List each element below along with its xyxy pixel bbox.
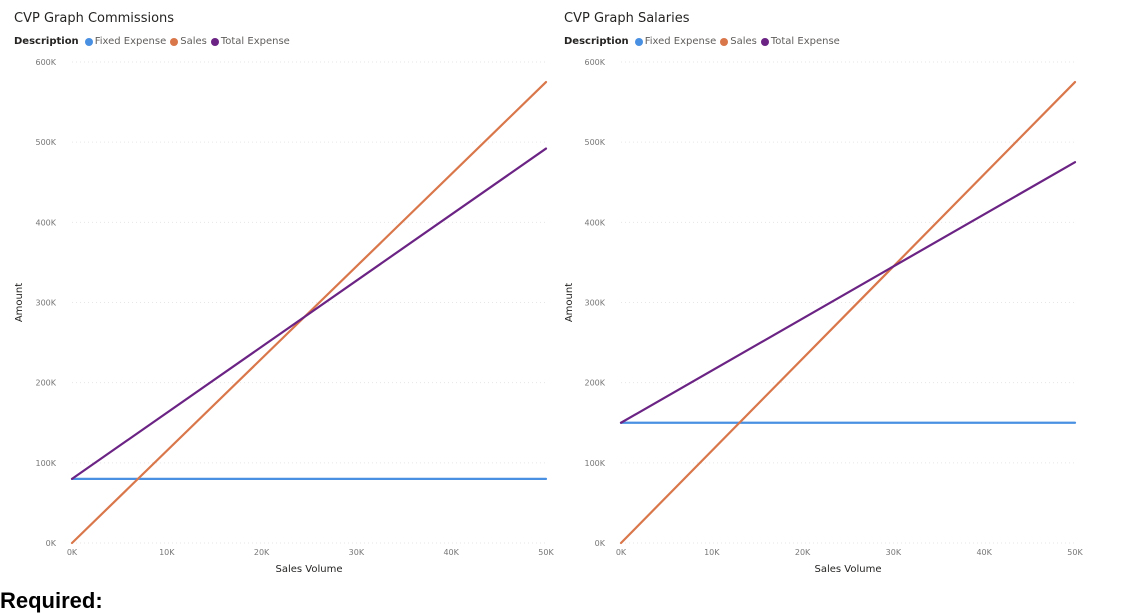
legend-item-fixed-expense: Fixed Expense — [84, 36, 167, 47]
legend-label: Total Expense — [770, 36, 840, 47]
legend-dot-icon — [210, 37, 219, 46]
chart-legend: Description Fixed Expense Sales Total Ex… — [564, 36, 844, 47]
legend-dot-icon — [760, 37, 769, 46]
x-tick-label: 40K — [976, 548, 992, 557]
plot-area: 0K 100K 200K 300K 400K 500K 600K 0K 10K 20K 30K 40K… — [14, 58, 554, 575]
chart-title: CVP Graph Salaries — [564, 11, 690, 26]
y-tick-label: 600K — [35, 58, 56, 67]
legend-dot-icon — [634, 37, 643, 46]
series-line-sales — [619, 80, 1077, 545]
legend-dot-icon — [720, 37, 729, 46]
legend-label: Total Expense — [220, 36, 290, 47]
x-tick-label: 30K — [349, 548, 365, 557]
legend-label: Sales — [180, 36, 207, 47]
y-tick-label: 100K — [584, 459, 605, 468]
required-heading: Required: — [0, 588, 103, 613]
x-tick-label: 0K — [67, 548, 78, 557]
y-tick-label: 200K — [35, 379, 56, 388]
x-tick-label: 20K — [795, 548, 811, 557]
legend-item-fixed-expense: Fixed Expense — [634, 36, 717, 47]
legend-label: Sales — [730, 36, 757, 47]
y-tick-label: 300K — [35, 299, 56, 308]
y-tick-label: 400K — [35, 218, 56, 227]
y-tick-label: 300K — [584, 299, 605, 308]
x-tick-label: 30K — [886, 548, 902, 557]
x-tick-label: 40K — [443, 548, 459, 557]
plot-area: 0K 100K 200K 300K 400K 500K 600K 0K 10K 20K 30K 40K… — [564, 58, 1083, 575]
x-tick-label: 10K — [704, 548, 720, 557]
x-axis-title: Sales Volume — [276, 564, 343, 575]
series-line-total-expense — [70, 147, 548, 480]
legend-title: Description — [14, 36, 79, 47]
y-tick-label: 400K — [584, 218, 605, 227]
x-tick-label: 0K — [616, 548, 627, 557]
legend-item-sales: Sales — [720, 36, 757, 47]
y-tick-label: 100K — [35, 459, 56, 468]
legend-label: Fixed Expense — [644, 36, 717, 47]
legend-item-total-expense: Total Expense — [760, 36, 840, 47]
x-tick-label: 20K — [254, 548, 270, 557]
x-tick-label: 50K — [1067, 548, 1083, 557]
legend-item-sales: Sales — [170, 36, 207, 47]
legend-title: Description — [564, 36, 629, 47]
y-tick-label: 0K — [46, 539, 57, 548]
chart-title: CVP Graph Commissions — [14, 11, 175, 26]
series-line-total-expense — [619, 161, 1077, 424]
y-tick-label: 500K — [584, 138, 605, 147]
y-tick-label: 0K — [595, 539, 606, 548]
y-axis-title: Amount — [564, 283, 575, 322]
x-tick-label: 50K — [538, 548, 554, 557]
cvp-chart-salaries: CVP Graph Salaries Description Fixed Exp… — [550, 0, 1139, 580]
legend-item-total-expense: Total Expense — [210, 36, 290, 47]
y-tick-label: 200K — [584, 379, 605, 388]
legend-label: Fixed Expense — [94, 36, 167, 47]
legend-dot-icon — [170, 37, 179, 46]
x-tick-label: 10K — [159, 548, 175, 557]
x-axis-title: Sales Volume — [815, 564, 882, 575]
y-tick-label: 500K — [35, 138, 56, 147]
y-axis-title: Amount — [14, 283, 25, 322]
chart-legend: Description Fixed Expense Sales Total Ex… — [14, 36, 294, 47]
y-tick-label: 600K — [584, 58, 605, 67]
cvp-chart-commissions: CVP Graph Commissions Description Fixed … — [0, 0, 562, 580]
legend-dot-icon — [84, 37, 93, 46]
